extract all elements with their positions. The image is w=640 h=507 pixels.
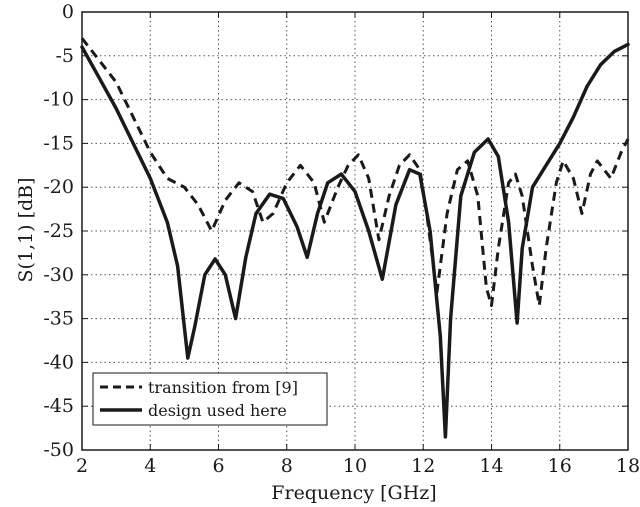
x-tick-label: 10 (343, 455, 367, 477)
grid-lines (82, 12, 628, 450)
y-tick-label: -15 (43, 132, 74, 154)
y-tick-label: -35 (43, 308, 74, 330)
x-tick-label: 8 (281, 455, 293, 477)
plot-frame (81, 11, 629, 451)
series-line-transition (80, 37, 630, 307)
y-tick-label: -25 (43, 220, 74, 242)
tick-labels: 2 4 6 8 10 12 14 16 18 0 -5 -10 -15 -20 -25 -30 -35 -40 -4… (43, 1, 640, 477)
x-tick-label: 2 (76, 455, 88, 477)
legend-box (92, 372, 328, 426)
x-tick-label: 18 (616, 455, 640, 477)
y-tick-label: -20 (43, 176, 74, 198)
x-tick-label: 14 (479, 455, 503, 477)
y-tick-label: -10 (43, 89, 74, 111)
y-tick-label: -50 (43, 439, 74, 461)
y-axis-label: S(1,1) [dB] (15, 177, 37, 282)
legend-label-design: design used here (148, 401, 287, 420)
y-tick-label: 0 (62, 1, 74, 23)
y-tick-label: -45 (43, 395, 74, 417)
y-tick-label: -5 (55, 45, 74, 67)
y-tick-label: -30 (43, 264, 74, 286)
y-tick-label: -40 (43, 351, 74, 373)
x-tick-label: 4 (144, 455, 156, 477)
x-axis-label: Frequency [GHz] (271, 482, 436, 504)
series-line-design (80, 42, 630, 439)
series-layer (80, 37, 630, 439)
legend: transition from [9] design used here (92, 372, 328, 426)
x-tick-label: 16 (548, 455, 572, 477)
x-tick-label: 12 (411, 455, 435, 477)
legend-label-transition: transition from [9] (148, 378, 298, 397)
x-tick-label: 6 (212, 455, 224, 477)
